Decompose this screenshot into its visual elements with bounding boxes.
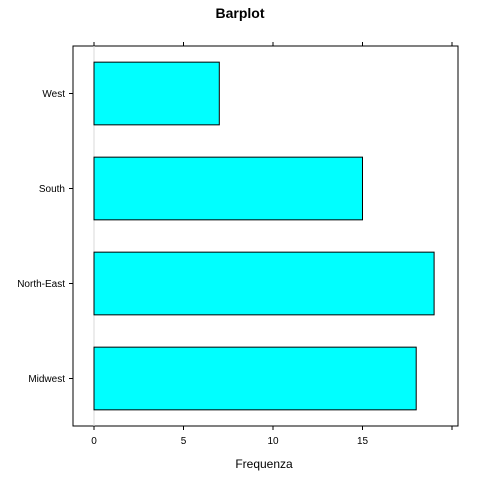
- y-axis-ticks: Midwest North-East South West: [17, 89, 73, 385]
- x-tick-label: 15: [357, 436, 369, 447]
- x-tick-label: 5: [181, 436, 187, 447]
- bars-group: [93, 61, 435, 411]
- x-tick-label: 10: [267, 436, 279, 447]
- bar-west: [93, 61, 220, 126]
- x-tick-label: 0: [91, 436, 97, 447]
- x-axis-ticks: 0 5 10 15: [91, 42, 453, 447]
- y-tick-label: Midwest: [28, 374, 65, 385]
- y-tick-label: North-East: [17, 279, 65, 290]
- bar-midwest: [93, 346, 417, 411]
- y-tick-label: West: [42, 89, 65, 100]
- y-tick-label: South: [39, 184, 65, 195]
- x-axis-label: Frequenza: [235, 457, 293, 471]
- bar-south: [93, 156, 363, 221]
- chart-title: Barplot: [216, 5, 265, 21]
- bar-north-east: [93, 251, 435, 316]
- plot-frame: [72, 45, 459, 427]
